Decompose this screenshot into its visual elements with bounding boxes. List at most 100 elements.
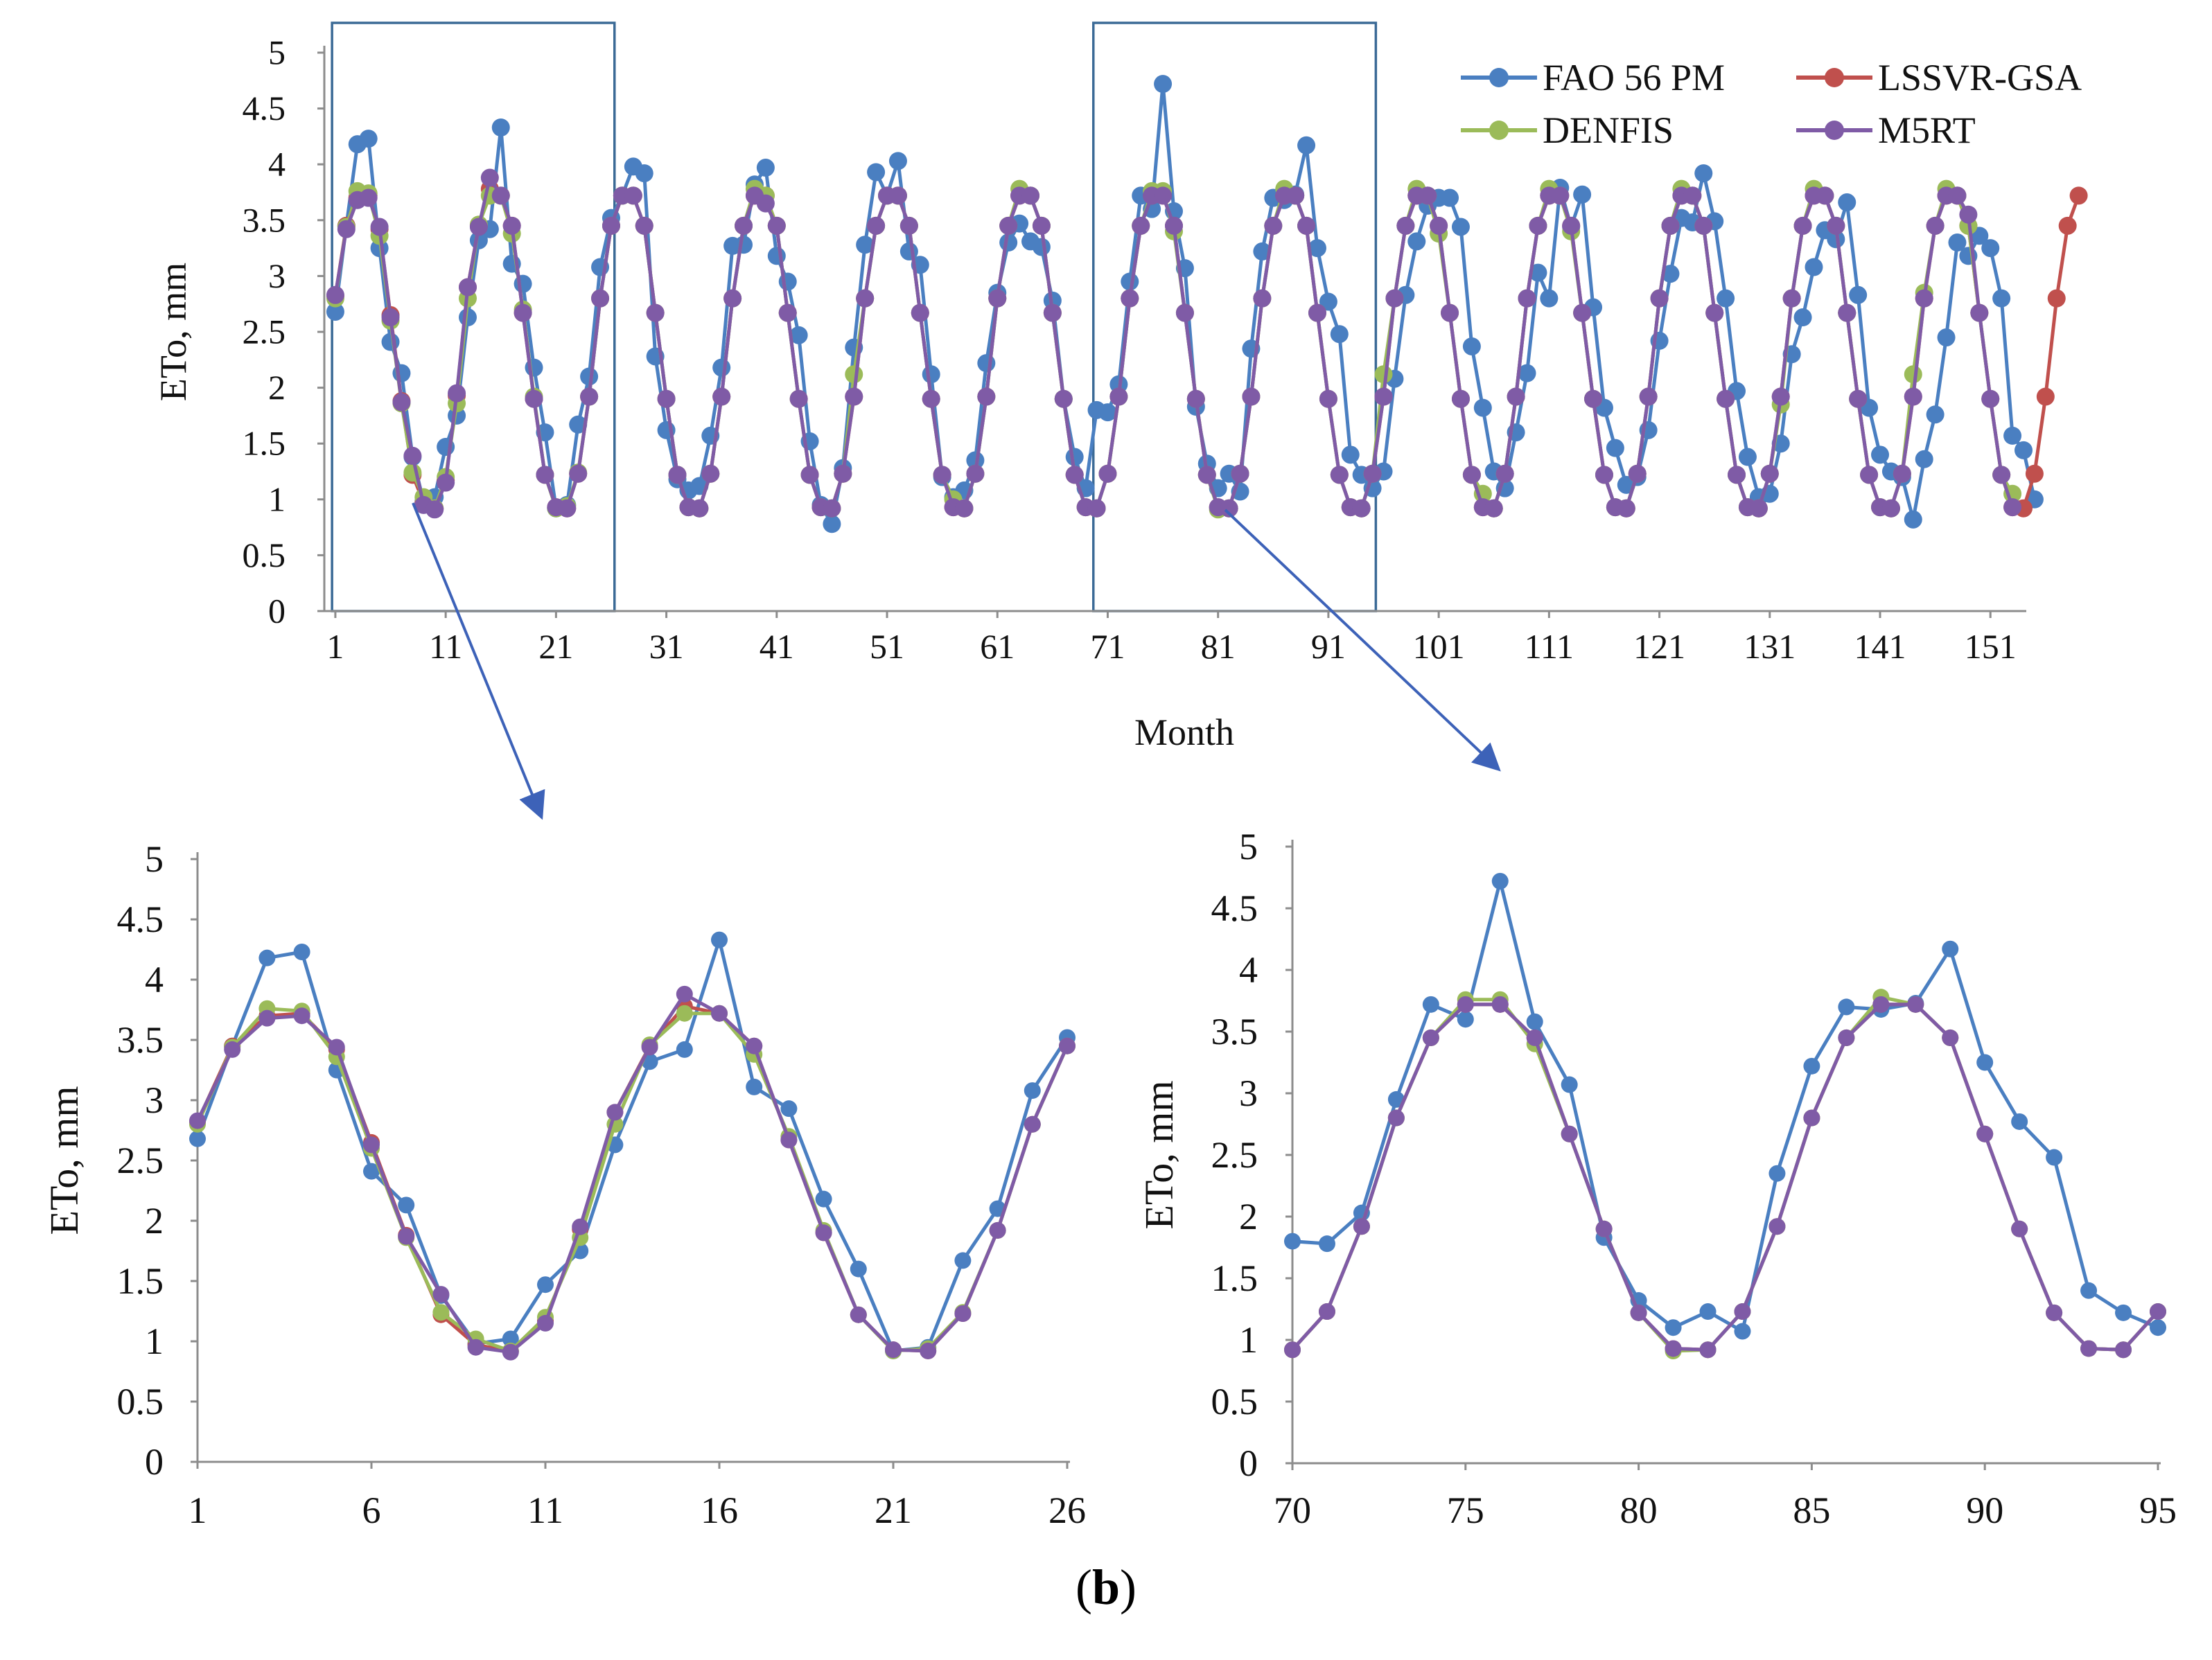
data-point-m5rt <box>1518 289 1536 308</box>
data-point-m5rt <box>668 466 687 484</box>
x-tick-label: 70 <box>1274 1490 1311 1531</box>
data-point-m5rt <box>1760 464 1779 483</box>
data-point-m5rt <box>999 216 1018 235</box>
data-point-m5rt <box>646 303 665 322</box>
data-point-m5rt <box>1059 1037 1076 1054</box>
x-tick-label: 1 <box>326 627 344 666</box>
data-point-fao-56-pm <box>2003 426 2022 445</box>
data-point-fao-56-pm <box>977 354 996 373</box>
data-point-m5rt <box>1154 186 1173 205</box>
x-tick-label: 11 <box>429 627 462 666</box>
data-point-m5rt <box>1734 1303 1751 1321</box>
data-point-m5rt <box>558 499 577 518</box>
y-tick-label: 3.5 <box>117 1019 164 1061</box>
x-tick-label: 51 <box>870 627 904 666</box>
series-line-lssvr-gsa <box>195 1004 1069 1353</box>
data-point-fao-56-pm <box>1768 1165 1786 1182</box>
data-point-m5rt <box>1584 389 1603 408</box>
data-point-fao-56-pm <box>1491 872 1509 890</box>
data-point-m5rt <box>1595 1220 1613 1237</box>
data-point-m5rt <box>676 985 693 1003</box>
x-tick-label: 31 <box>649 627 684 666</box>
data-point-fao-56-pm <box>398 1197 415 1214</box>
data-point-fao-56-pm <box>823 515 841 533</box>
data-point-m5rt <box>398 1228 415 1245</box>
data-point-fao-56-pm <box>2011 1113 2028 1130</box>
data-point-m5rt <box>1495 464 1514 483</box>
data-point-m5rt <box>458 278 477 297</box>
data-point-fao-56-pm <box>1529 263 1547 282</box>
data-point-m5rt <box>1628 464 1647 483</box>
data-point-fao-56-pm <box>635 164 653 183</box>
data-point-lssvr-gsa <box>2047 289 2066 308</box>
data-point-fao-56-pm <box>1297 136 1316 154</box>
y-tick-label: 3 <box>1239 1072 1258 1114</box>
data-point-m5rt <box>1043 303 1062 322</box>
series-fao-56-pm <box>1284 872 2166 1340</box>
data-point-m5rt <box>1630 1304 1647 1321</box>
y-tick-label: 4.5 <box>243 89 286 127</box>
data-point-m5rt <box>1175 303 1194 322</box>
data-point-fao-56-pm <box>1871 445 1890 464</box>
data-point-fao-56-pm <box>1341 445 1360 464</box>
data-point-m5rt <box>1838 303 1857 322</box>
data-point-fao-56-pm <box>1665 1319 1682 1336</box>
data-point-m5rt <box>1396 216 1415 235</box>
y-tick-label: 2.5 <box>1211 1134 1258 1176</box>
data-point-m5rt <box>800 466 819 484</box>
data-point-m5rt <box>1430 216 1448 235</box>
data-point-m5rt <box>1665 1340 1682 1357</box>
data-point-m5rt <box>635 216 653 235</box>
data-point-m5rt <box>1186 389 1205 408</box>
data-point-fao-56-pm <box>1838 998 1855 1016</box>
data-point-fao-56-pm <box>1717 289 1735 308</box>
series-lssvr-gsa <box>189 998 1076 1359</box>
caption-open: ( <box>1075 1560 1092 1615</box>
data-point-m5rt <box>1970 303 1989 322</box>
data-point-m5rt <box>1771 387 1790 406</box>
data-point-m5rt <box>1451 389 1470 408</box>
data-point-m5rt <box>1661 216 1680 235</box>
data-point-m5rt <box>1948 186 1967 205</box>
data-point-fao-56-pm <box>756 159 775 177</box>
x-axis-title: Month <box>1134 712 1234 753</box>
data-point-m5rt <box>1286 186 1305 205</box>
x-tick-label: 21 <box>538 627 573 666</box>
legend-label: FAO 56 PM <box>1543 57 1725 98</box>
data-point-m5rt <box>2011 1220 2028 1237</box>
data-point-m5rt <box>1768 1218 1786 1235</box>
legend-label: LSSVR-GSA <box>1878 57 2082 98</box>
data-point-fao-56-pm <box>780 1100 798 1118</box>
data-point-m5rt <box>966 464 985 483</box>
data-point-m5rt <box>525 389 543 408</box>
data-point-m5rt <box>988 289 1007 308</box>
data-point-m5rt <box>1264 216 1283 235</box>
data-point-m5rt <box>2046 1304 2063 1321</box>
data-point-m5rt <box>624 186 642 205</box>
y-tick-label: 0 <box>268 592 286 630</box>
data-point-fao-56-pm <box>1694 164 1713 183</box>
data-point-fao-56-pm <box>1024 1082 1041 1100</box>
legend-marker <box>1825 68 1844 87</box>
data-point-m5rt <box>1462 466 1481 484</box>
legend-marker <box>1489 121 1509 140</box>
data-point-m5rt <box>537 1314 554 1332</box>
data-point-m5rt <box>1907 996 1924 1013</box>
main-chart: 00.511.522.533.544.551 11 21 31 41 51 61 71 81 91… <box>152 21 2088 753</box>
data-point-m5rt <box>1782 289 1801 308</box>
data-point-fao-56-pm <box>1849 285 1868 304</box>
data-point-m5rt <box>867 216 886 235</box>
data-point-m5rt <box>1441 303 1459 322</box>
x-tick-label: 101 <box>1413 627 1465 666</box>
y-tick-label: 0.5 <box>117 1381 164 1422</box>
data-point-m5rt <box>899 216 918 235</box>
data-point-lssvr-gsa <box>2069 186 2088 205</box>
legend-item-denfis: DENFIS <box>1461 109 1674 151</box>
data-point-fao-56-pm <box>2015 441 2033 459</box>
data-point-denfis <box>1374 365 1393 384</box>
y-tick-label: 2 <box>1239 1196 1258 1237</box>
data-point-fao-56-pm <box>2080 1282 2098 1299</box>
y-tick-label: 1 <box>145 1321 164 1362</box>
data-point-m5rt <box>392 393 411 412</box>
data-point-m5rt <box>1098 464 1117 483</box>
